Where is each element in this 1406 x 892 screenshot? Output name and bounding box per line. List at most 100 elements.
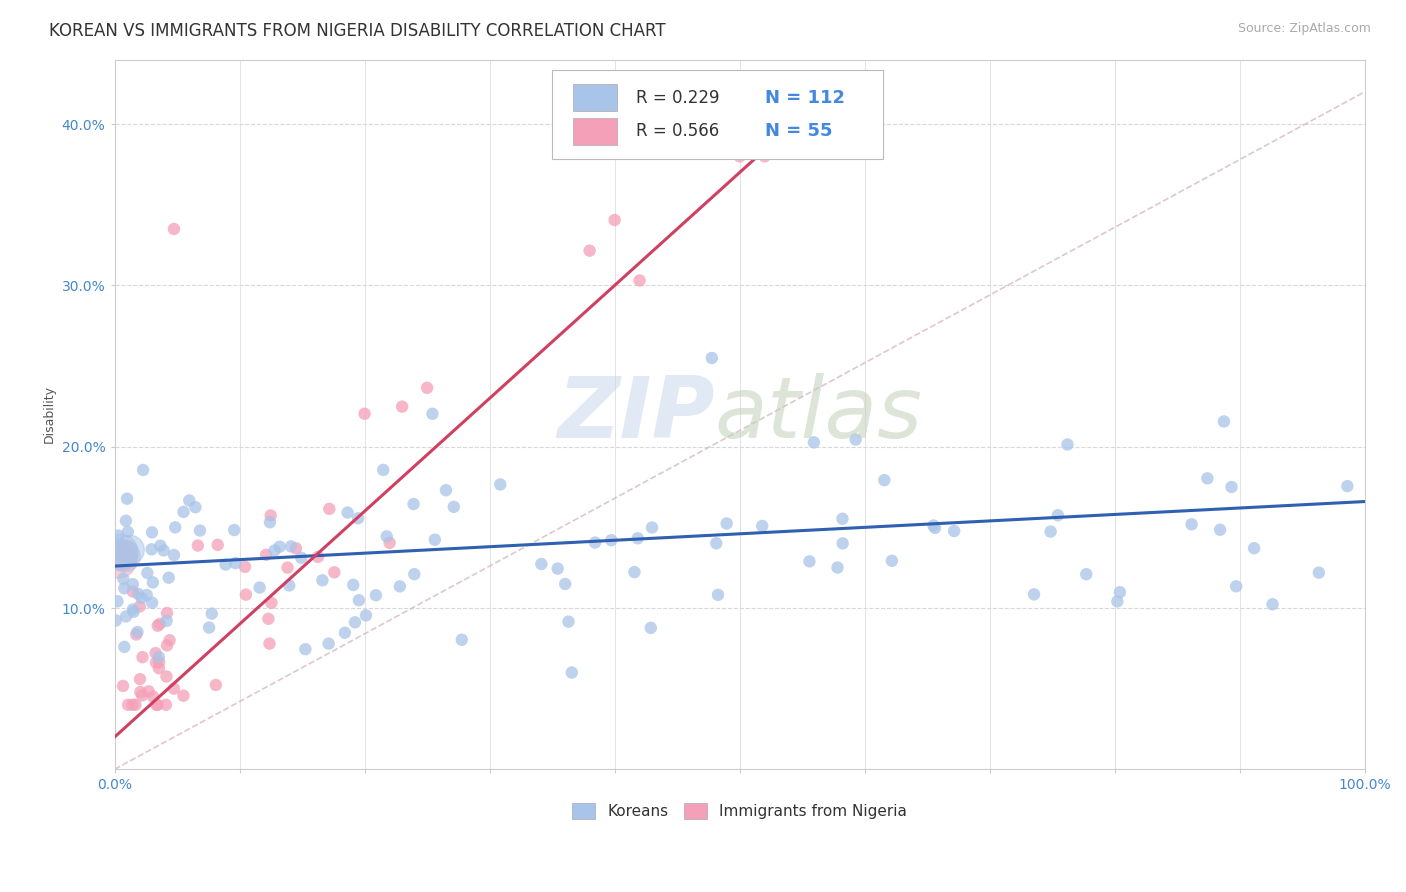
Point — [107, 594, 129, 608]
Point — [114, 549, 136, 564]
Point — [117, 698, 139, 712]
Point — [547, 561, 569, 575]
Point — [1243, 541, 1265, 556]
Point — [149, 616, 172, 631]
Point — [129, 672, 152, 686]
Point — [201, 607, 224, 621]
Point — [148, 650, 170, 665]
Point — [404, 567, 426, 582]
Point — [142, 690, 165, 704]
FancyBboxPatch shape — [574, 118, 617, 145]
Point — [333, 625, 356, 640]
Point — [1209, 523, 1232, 537]
Point — [156, 639, 179, 653]
Point — [165, 520, 187, 534]
Point — [489, 477, 512, 491]
Point — [207, 538, 229, 552]
Text: N = 55: N = 55 — [765, 122, 832, 140]
Point — [1225, 579, 1247, 593]
Point — [233, 559, 256, 574]
Point — [603, 213, 626, 227]
Point — [388, 579, 411, 593]
Point — [163, 548, 186, 562]
Point — [115, 491, 138, 506]
Point — [623, 565, 645, 579]
Point — [1076, 567, 1098, 582]
Point — [600, 533, 623, 548]
Point — [707, 588, 730, 602]
Point — [157, 571, 180, 585]
Point — [141, 525, 163, 540]
Point — [152, 543, 174, 558]
Point — [141, 596, 163, 610]
Point — [179, 493, 201, 508]
Point — [640, 621, 662, 635]
Point — [121, 602, 143, 616]
Point — [122, 584, 145, 599]
Point — [112, 582, 135, 596]
Point — [583, 535, 606, 549]
Text: N = 112: N = 112 — [765, 89, 845, 107]
Point — [112, 572, 135, 586]
Point — [122, 605, 145, 619]
Point — [184, 500, 207, 515]
Point — [112, 640, 135, 654]
Point — [111, 548, 134, 562]
Point — [578, 244, 600, 258]
Point — [145, 646, 167, 660]
Y-axis label: Disability: Disability — [44, 385, 56, 443]
Point — [172, 689, 194, 703]
Point — [402, 497, 425, 511]
Point — [307, 549, 329, 564]
Point — [422, 407, 444, 421]
Point — [135, 588, 157, 602]
Point — [443, 500, 465, 514]
Point — [249, 581, 271, 595]
Point — [728, 149, 751, 163]
Point — [163, 222, 186, 236]
Point — [628, 273, 651, 287]
Point — [128, 599, 150, 614]
Point — [111, 679, 134, 693]
Point — [225, 556, 247, 570]
Point — [280, 540, 302, 554]
Point — [159, 633, 181, 648]
Point — [336, 506, 359, 520]
Point — [107, 552, 129, 566]
Point — [173, 505, 195, 519]
Point — [1336, 479, 1358, 493]
Point — [1220, 480, 1243, 494]
Point — [353, 407, 375, 421]
Point — [354, 608, 377, 623]
Point — [318, 501, 340, 516]
Point — [1109, 585, 1132, 599]
Point — [557, 615, 579, 629]
FancyBboxPatch shape — [553, 70, 883, 159]
Point — [751, 519, 773, 533]
Point — [115, 609, 138, 624]
Point — [146, 698, 169, 712]
Point — [831, 512, 853, 526]
Point — [378, 536, 401, 550]
Point — [641, 520, 664, 534]
Point — [104, 614, 127, 628]
Point — [873, 473, 896, 487]
Point — [155, 614, 177, 628]
Point — [364, 588, 387, 602]
Point — [142, 575, 165, 590]
Point — [145, 656, 167, 670]
Point — [845, 433, 868, 447]
Point — [1308, 566, 1330, 580]
Point — [224, 523, 246, 537]
Point — [129, 685, 152, 699]
Point — [716, 516, 738, 531]
Point — [1212, 414, 1234, 428]
Point — [115, 514, 138, 528]
Point — [269, 540, 291, 554]
Point — [146, 618, 169, 632]
Point — [259, 637, 281, 651]
FancyBboxPatch shape — [574, 85, 617, 112]
Point — [127, 625, 149, 640]
Point — [156, 606, 179, 620]
Point — [311, 574, 333, 588]
